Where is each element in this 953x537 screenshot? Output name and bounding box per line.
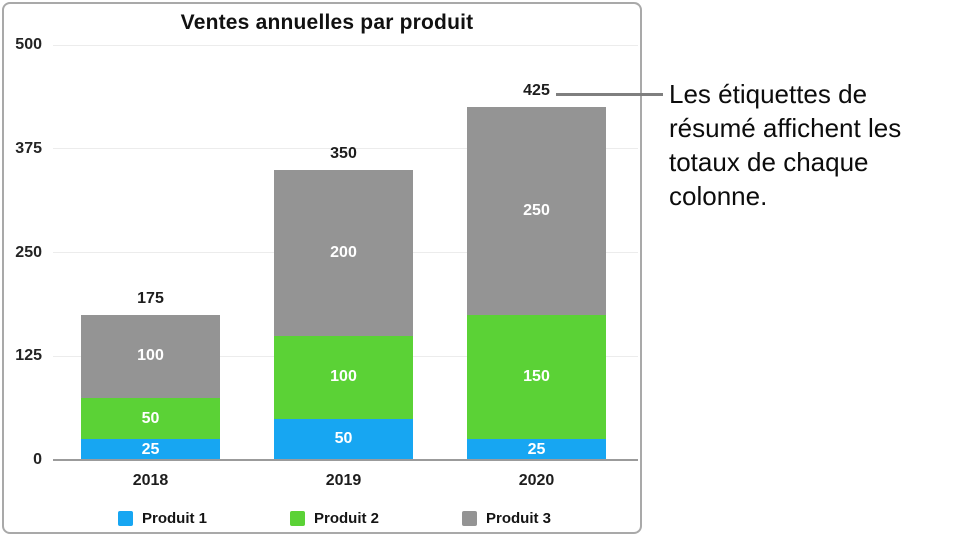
callout-text-line: totaux de chaque — [669, 147, 869, 177]
legend-label: Produit 2 — [314, 510, 380, 527]
callout-text-line: résumé affichent les — [669, 113, 902, 143]
callout-connector-line — [556, 93, 663, 96]
segment-value-label: 25 — [527, 440, 546, 458]
x-axis-label: 2018 — [132, 472, 169, 489]
segment-value-label: 25 — [141, 440, 160, 458]
bar-segment-produit-1: 50 — [274, 418, 413, 460]
legend-label: Produit 3 — [486, 510, 552, 527]
legend-item: Produit 3 — [462, 509, 551, 528]
segment-value-label: 200 — [330, 243, 357, 261]
legend-swatch — [118, 511, 133, 526]
legend-label: Produit 1 — [142, 510, 208, 527]
summary-label: 350 — [330, 144, 357, 162]
segment-value-label: 100 — [330, 368, 357, 385]
y-tick-label: 125 — [15, 347, 42, 365]
summary-label: 175 — [137, 289, 164, 307]
legend-swatch — [462, 511, 477, 526]
bar-segment-produit-2: 100 — [274, 335, 413, 419]
segment-value-label: 50 — [334, 430, 353, 448]
gridline — [53, 148, 638, 150]
bar-segment-produit-3: 100 — [81, 314, 220, 398]
x-axis-label: 2019 — [325, 472, 362, 489]
summary-label: 425 — [523, 82, 550, 100]
gridline — [53, 44, 638, 46]
callout-text: Les étiquettes de résumé affichent les t… — [669, 77, 945, 213]
bar-segment-produit-2: 150 — [467, 314, 606, 440]
legend-swatch — [290, 511, 305, 526]
bar-segment-produit-3: 200 — [274, 169, 413, 336]
callout-text-line: colonne. — [669, 181, 768, 211]
callout-text-line: Les étiquettes de — [669, 79, 868, 109]
legend-item: Produit 1 — [118, 509, 207, 528]
bar-segment-produit-2: 50 — [81, 397, 220, 440]
y-tick-label: 0 — [33, 451, 42, 468]
y-tick-label: 500 — [15, 36, 42, 53]
bar-segment-produit-1: 25 — [81, 439, 220, 460]
y-tick-label: 250 — [15, 243, 42, 261]
segment-value-label: 50 — [141, 409, 160, 427]
y-tick-label: 375 — [15, 139, 42, 157]
x-axis-label: 2020 — [518, 472, 555, 489]
chart-title: Ventes annuelles par produit — [180, 11, 474, 34]
legend-item: Produit 2 — [290, 509, 379, 528]
segment-value-label: 150 — [523, 368, 550, 385]
segment-value-label: 100 — [137, 347, 164, 365]
x-axis-line — [53, 459, 638, 461]
bar-segment-produit-3: 250 — [467, 107, 606, 315]
bar-segment-produit-1: 25 — [467, 439, 606, 460]
segment-value-label: 250 — [523, 202, 550, 219]
